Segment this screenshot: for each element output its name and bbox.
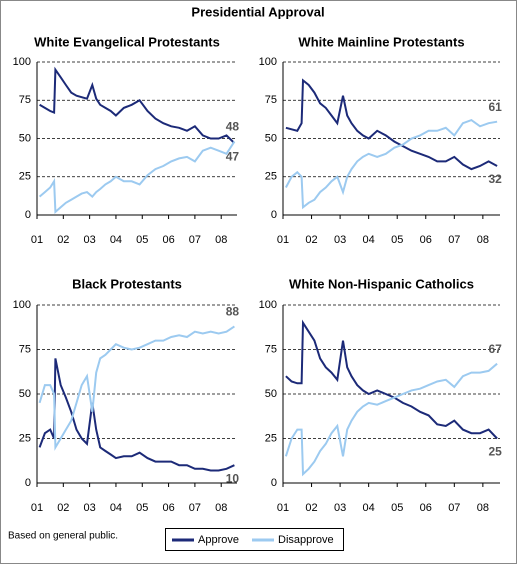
end-label: 32 <box>488 172 502 186</box>
x-tick-label: 08 <box>477 234 489 246</box>
y-tick-label: 75 <box>19 343 31 355</box>
x-tick-label: 02 <box>305 502 317 514</box>
series-line <box>285 319 498 440</box>
x-tick-label: 07 <box>448 234 460 246</box>
x-tick-label: 02 <box>57 234 69 246</box>
x-tick-label: 06 <box>162 234 174 246</box>
y-tick-label: 0 <box>25 477 31 489</box>
x-tick-label: 07 <box>189 234 201 246</box>
y-tick-label: 50 <box>19 132 31 144</box>
end-label: 25 <box>488 445 502 459</box>
series-line <box>38 325 235 451</box>
end-label: 61 <box>488 100 502 114</box>
series-line <box>284 362 498 477</box>
x-tick-label: 02 <box>305 234 317 246</box>
y-tick-label: 25 <box>265 432 277 444</box>
panel-title: White Mainline Protestants <box>298 34 464 49</box>
legend-label: Approve <box>198 534 239 546</box>
y-tick-label: 0 <box>271 209 277 221</box>
end-label: 47 <box>226 149 240 163</box>
y-tick-label: 75 <box>19 94 31 106</box>
y-tick-label: 0 <box>271 477 277 489</box>
x-tick-label: 02 <box>57 502 69 514</box>
x-tick-label: 04 <box>363 502 375 514</box>
series-line <box>39 66 236 144</box>
end-label: 10 <box>226 471 240 485</box>
x-tick-label: 05 <box>391 234 403 246</box>
x-tick-label: 08 <box>477 502 489 514</box>
y-tick-label: 100 <box>13 56 31 68</box>
series-line <box>285 118 498 210</box>
x-tick-label: 06 <box>420 234 432 246</box>
panel-title: White Evangelical Protestants <box>34 34 220 49</box>
y-tick-label: 100 <box>259 56 277 68</box>
footnote: Based on general public. <box>8 531 118 542</box>
series-line <box>38 358 235 472</box>
end-label: 48 <box>226 120 240 134</box>
y-tick-label: 25 <box>19 171 31 183</box>
x-tick-label: 03 <box>334 234 346 246</box>
page-title: Presidential Approval <box>191 4 324 19</box>
x-tick-label: 07 <box>189 502 201 514</box>
series-line <box>285 78 498 171</box>
y-tick-label: 75 <box>265 343 277 355</box>
panel-title: Black Protestants <box>72 276 182 291</box>
y-tick-label: 100 <box>13 299 31 311</box>
x-tick-label: 01 <box>31 234 43 246</box>
x-tick-label: 01 <box>277 234 289 246</box>
x-tick-label: 07 <box>448 502 460 514</box>
x-tick-label: 08 <box>215 502 227 514</box>
legend-label: Disapprove <box>278 534 334 546</box>
x-tick-label: 04 <box>110 502 122 514</box>
end-label: 67 <box>488 342 502 356</box>
x-tick-label: 08 <box>215 234 227 246</box>
y-tick-label: 50 <box>265 388 277 400</box>
y-tick-label: 25 <box>265 171 277 183</box>
x-tick-label: 03 <box>84 234 96 246</box>
y-tick-label: 75 <box>265 94 277 106</box>
x-tick-label: 05 <box>391 502 403 514</box>
x-tick-label: 01 <box>31 502 43 514</box>
y-tick-label: 50 <box>265 132 277 144</box>
x-tick-label: 06 <box>162 502 174 514</box>
x-tick-label: 05 <box>136 234 148 246</box>
x-tick-label: 01 <box>277 502 289 514</box>
x-tick-label: 04 <box>363 234 375 246</box>
x-tick-label: 06 <box>420 502 432 514</box>
y-tick-label: 0 <box>25 209 31 221</box>
panel-title: White Non-Hispanic Catholics <box>289 276 474 291</box>
end-label: 88 <box>226 305 240 319</box>
series-line <box>38 141 236 215</box>
x-tick-label: 05 <box>136 502 148 514</box>
x-tick-label: 04 <box>110 234 122 246</box>
y-tick-label: 50 <box>19 388 31 400</box>
y-tick-label: 100 <box>259 299 277 311</box>
y-tick-label: 25 <box>19 432 31 444</box>
x-tick-label: 03 <box>334 502 346 514</box>
x-tick-label: 03 <box>84 502 96 514</box>
